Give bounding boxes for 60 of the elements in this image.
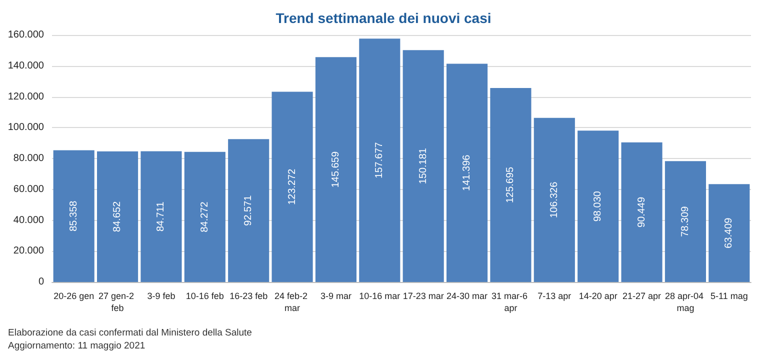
bar (578, 130, 619, 282)
bar (664, 161, 706, 282)
bar (359, 38, 400, 282)
bar (184, 152, 226, 282)
bar (53, 150, 94, 282)
bar (315, 57, 356, 282)
x-tick-label: 17-23 mar (402, 291, 444, 301)
data-label: 84.272 (199, 201, 210, 232)
x-tick-label: 10-16 mar (359, 291, 400, 301)
bar (621, 142, 662, 282)
x-tick-label: 3-9 mar (320, 291, 352, 301)
data-label: 90.449 (636, 196, 648, 228)
y-tick-label: 40.000 (13, 214, 44, 226)
x-tick-label: 16-23 feb (230, 291, 268, 301)
x-tick-label: 7-13 apr (538, 291, 572, 301)
bar (534, 118, 575, 282)
bar (490, 88, 532, 282)
y-tick-label: 100.000 (8, 122, 44, 134)
x-tick-label: 24 feb-2 mar (274, 291, 310, 313)
data-label: 63.409 (724, 217, 735, 248)
data-label: 84.711 (156, 201, 167, 232)
data-label: 78.309 (680, 206, 691, 237)
data-label: 84.652 (112, 200, 124, 232)
x-tick-label: 5-11 mag (710, 291, 748, 301)
x-tick-label: 14-20 apr (578, 291, 618, 301)
x-tick-label: 10-16 feb (186, 291, 224, 301)
bar (708, 184, 750, 282)
bar (140, 151, 182, 282)
data-label: 150.181 (418, 148, 429, 184)
data-label: 98.030 (592, 190, 604, 222)
data-label: 141.396 (462, 154, 473, 191)
y-tick-label: 120.000 (8, 91, 44, 102)
chart-title: Trend settimanale dei nuovi casi (276, 10, 492, 26)
x-tick-label: 27 gen-2 feb (98, 291, 137, 313)
x-tick-label: 31 mar-6 apr (491, 291, 530, 313)
bar (446, 64, 488, 282)
data-label: 123.272 (286, 168, 298, 205)
x-tick-label: 21-27 apr (622, 291, 662, 301)
bar (272, 92, 313, 282)
data-label: 85.358 (68, 200, 80, 232)
y-tick-label: 160.000 (8, 30, 44, 40)
text: Aggiornamento: 11 maggio 2021 (8, 340, 146, 352)
data-label: 157.677 (374, 142, 386, 178)
x-tick-label: 28 apr-04 mag (664, 291, 706, 313)
y-tick-label: 140.000 (8, 60, 44, 72)
data-label: 92.571 (243, 194, 254, 226)
x-tick-label: 24-30 mar (446, 291, 488, 301)
x-tick-label: 3-9 feb (147, 291, 176, 301)
x-tick-label: 20-26 gen (54, 291, 94, 301)
bar (97, 151, 138, 282)
y-tick-label: 20.000 (13, 246, 44, 257)
bar (228, 139, 270, 282)
data-label: 106.326 (548, 181, 560, 218)
y-tick-label: 60.000 (13, 184, 44, 195)
data-label: 145.659 (330, 151, 342, 188)
bar (402, 50, 444, 282)
data-label: 125.695 (505, 166, 516, 204)
y-tick-label: 80.000 (13, 153, 44, 164)
y-tick-label: 0 (38, 276, 44, 288)
text: Elaborazione da casi confermati dal Ministero della Salute (8, 328, 252, 338)
